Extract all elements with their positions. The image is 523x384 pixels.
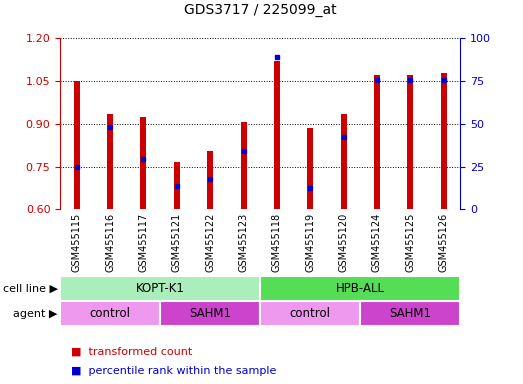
Text: control: control: [290, 308, 331, 320]
Text: ■  percentile rank within the sample: ■ percentile rank within the sample: [71, 366, 276, 376]
Bar: [307, 128, 313, 209]
Bar: [260, 301, 360, 326]
Text: GSM455125: GSM455125: [405, 213, 415, 272]
Text: GSM455124: GSM455124: [372, 213, 382, 272]
Text: GSM455116: GSM455116: [105, 213, 115, 272]
Bar: [160, 301, 260, 326]
Text: HPB-ALL: HPB-ALL: [336, 283, 385, 295]
Bar: [241, 122, 246, 209]
Text: SAHM1: SAHM1: [189, 308, 231, 320]
Text: GSM455119: GSM455119: [305, 213, 315, 272]
Bar: [74, 81, 80, 209]
Bar: [440, 73, 447, 209]
Bar: [360, 301, 460, 326]
Bar: [207, 151, 213, 209]
Text: GSM455126: GSM455126: [439, 213, 449, 272]
Bar: [60, 276, 260, 301]
Text: GDS3717 / 225099_at: GDS3717 / 225099_at: [184, 3, 336, 17]
Text: GSM455117: GSM455117: [139, 213, 149, 272]
Bar: [340, 114, 347, 209]
Bar: [260, 276, 460, 301]
Text: cell line ▶: cell line ▶: [3, 284, 58, 294]
Text: GSM455123: GSM455123: [238, 213, 248, 272]
Text: agent ▶: agent ▶: [13, 309, 58, 319]
Bar: [141, 117, 146, 209]
Bar: [274, 61, 280, 209]
Bar: [374, 75, 380, 209]
Text: GSM455115: GSM455115: [72, 213, 82, 272]
Text: KOPT-K1: KOPT-K1: [136, 283, 185, 295]
Text: GSM455122: GSM455122: [205, 213, 215, 272]
Bar: [107, 114, 113, 209]
Text: GSM455118: GSM455118: [272, 213, 282, 272]
Bar: [407, 75, 413, 209]
Text: ■  transformed count: ■ transformed count: [71, 346, 192, 356]
Text: GSM455120: GSM455120: [338, 213, 348, 272]
Bar: [174, 162, 180, 209]
Text: SAHM1: SAHM1: [389, 308, 431, 320]
Bar: [60, 301, 160, 326]
Text: control: control: [89, 308, 131, 320]
Text: GSM455121: GSM455121: [172, 213, 182, 272]
